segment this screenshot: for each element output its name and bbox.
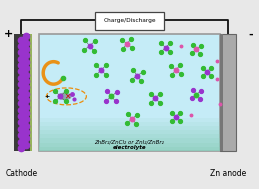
Bar — [220, 34, 236, 151]
Text: Charge/Discharge: Charge/Discharge — [103, 18, 156, 23]
Text: +: + — [44, 94, 49, 99]
Ellipse shape — [57, 93, 72, 100]
Bar — [39, 138, 220, 143]
Bar — [39, 126, 220, 130]
Text: Zn anode: Zn anode — [210, 169, 246, 178]
Text: ✕: ✕ — [64, 92, 70, 101]
Text: electrolyte: electrolyte — [113, 145, 146, 150]
Bar — [39, 143, 220, 147]
Bar — [39, 130, 220, 134]
Bar — [220, 34, 223, 151]
Bar — [30, 34, 32, 151]
Bar — [39, 134, 220, 138]
Text: ZnBr₂/ZnCl₂ or ZnI₂/ZnBr₂: ZnBr₂/ZnCl₂ or ZnI₂/ZnBr₂ — [95, 139, 164, 144]
Text: Cathode: Cathode — [5, 169, 37, 178]
Text: +: + — [4, 29, 13, 40]
FancyBboxPatch shape — [95, 12, 164, 30]
Bar — [13, 34, 30, 151]
Text: -: - — [248, 29, 253, 40]
Bar — [39, 122, 220, 126]
Bar — [39, 34, 220, 151]
Bar — [39, 118, 220, 122]
Bar — [39, 147, 220, 151]
